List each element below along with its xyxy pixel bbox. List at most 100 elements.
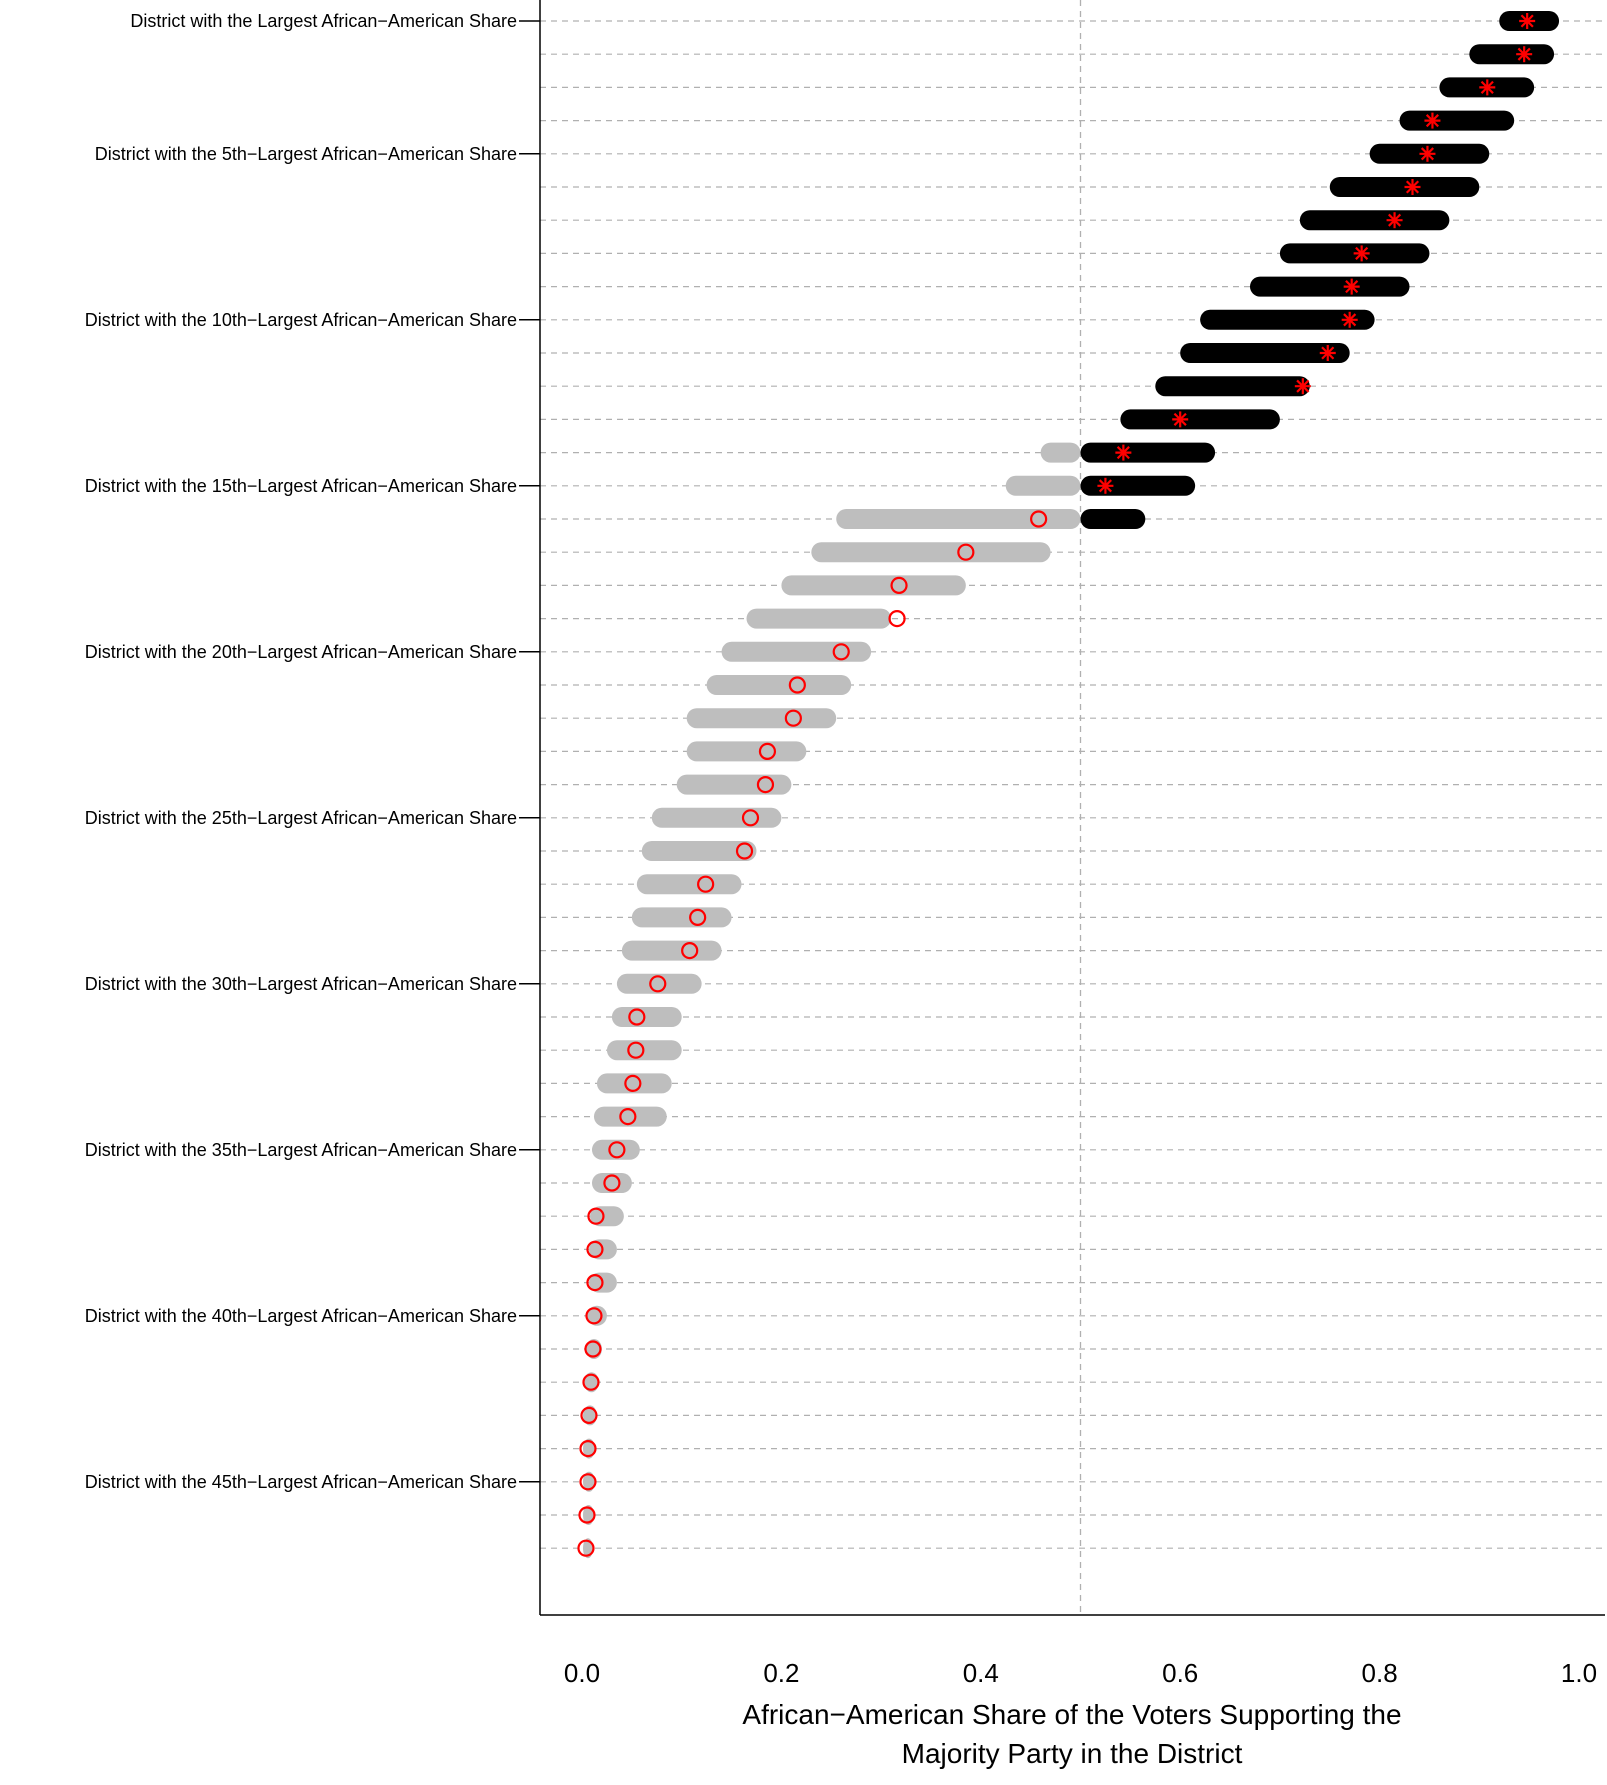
y-tick-label: District with the 10th−Largest African−A… xyxy=(85,310,517,330)
simulation-band-below-half xyxy=(582,1471,595,1492)
estimate-circle xyxy=(586,1240,604,1259)
estimate-circle xyxy=(579,1473,597,1491)
estimate-circle xyxy=(681,941,699,960)
estimate-asterisk xyxy=(1519,13,1536,29)
simulation-band-below-half xyxy=(582,1438,595,1459)
estimate-circle xyxy=(957,543,975,561)
simulation-band-below-half xyxy=(686,741,807,762)
estimate-circle xyxy=(890,576,908,595)
simulation-band-below-half xyxy=(746,608,892,629)
estimate-circle xyxy=(608,1141,626,1159)
estimate-circle xyxy=(649,975,667,993)
estimate-asterisk xyxy=(1172,411,1189,428)
x-tick-label: 0.0 xyxy=(564,1658,600,1688)
estimate-circle xyxy=(627,1041,645,1059)
simulation-band-below-half xyxy=(706,675,852,695)
simulation-band-above-half xyxy=(1399,110,1515,131)
y-tick-label: District with the 40th−Largest African−A… xyxy=(85,1306,517,1326)
simulation-band-below-half xyxy=(781,575,966,596)
estimate-asterisk xyxy=(1097,477,1114,494)
simulation-band-above-half xyxy=(1469,44,1555,65)
estimate-circle xyxy=(756,775,775,794)
estimate-circle xyxy=(697,875,715,893)
x-axis-label-line-1: African−American Share of the Voters Sup… xyxy=(742,1699,1401,1730)
x-tick-label: 0.2 xyxy=(763,1658,799,1688)
estimate-circle xyxy=(788,676,806,694)
estimate-asterisk xyxy=(1516,46,1533,63)
estimate-asterisk xyxy=(1343,278,1360,295)
simulation-band-below-half xyxy=(1040,442,1081,463)
estimate-circle xyxy=(1030,510,1048,528)
y-tick-label: District with the 35th−Largest African−A… xyxy=(85,1140,517,1160)
estimate-circle xyxy=(578,1506,596,1524)
simulation-band-above-half xyxy=(1249,276,1410,297)
simulation-band-above-half xyxy=(1155,376,1310,397)
simulation-band-below-half xyxy=(611,1007,682,1027)
x-axis-label-line-2: Majority Party in the District xyxy=(902,1738,1243,1769)
simulation-band-below-half xyxy=(836,509,1081,529)
estimate-asterisk xyxy=(1404,179,1421,195)
estimate-circle xyxy=(585,1307,603,1325)
x-tick-label: 0.4 xyxy=(963,1658,999,1688)
estimate-circle xyxy=(784,709,802,727)
simulation-band-below-half xyxy=(641,841,757,861)
simulation-band-below-half xyxy=(651,807,782,828)
simulation-band-above-half xyxy=(1299,210,1450,231)
y-axis-labels: District with the Largest African−Americ… xyxy=(85,11,540,1492)
simulation-band-below-half xyxy=(596,1073,672,1094)
y-tick-label: District with the 30th−Largest African−A… xyxy=(85,974,517,994)
estimate-circle xyxy=(735,842,754,860)
estimate-asterisk xyxy=(1294,378,1311,395)
estimate-circle xyxy=(577,1539,595,1557)
simulation-band-below-half xyxy=(586,1305,607,1326)
estimate-circle xyxy=(582,1373,600,1391)
estimate-circle xyxy=(603,1174,621,1192)
y-tick-label: District with the 45th−Largest African−A… xyxy=(85,1472,517,1492)
simulation-band-below-half xyxy=(589,1206,624,1227)
estimate-circle xyxy=(580,1406,598,1425)
estimate-asterisk xyxy=(1424,112,1441,129)
simulation-band-below-half xyxy=(591,1139,640,1160)
simulation-band-below-half xyxy=(676,774,792,795)
estimate-asterisk xyxy=(1115,444,1132,461)
simulation-band-below-half xyxy=(721,641,872,662)
simulation-band-below-half xyxy=(1005,475,1081,496)
estimate-circle xyxy=(888,609,906,628)
estimate-circle xyxy=(619,1107,637,1126)
simulation-band-below-half xyxy=(811,542,1051,563)
estimate-circle xyxy=(579,1439,597,1458)
y-tick-label: District with the 20th−Largest African−A… xyxy=(85,642,517,662)
estimate-asterisk xyxy=(1479,79,1496,96)
estimate-circle xyxy=(628,1008,646,1026)
estimate-circle xyxy=(689,908,707,927)
y-tick-label: District with the 25th−Largest African−A… xyxy=(85,808,517,828)
simulation-band-above-half xyxy=(1120,409,1280,430)
estimate-circle xyxy=(741,809,760,827)
simulation-band-below-half xyxy=(616,973,702,994)
x-tick-label: 0.8 xyxy=(1362,1658,1398,1688)
simulation-band-above-half xyxy=(1080,509,1146,529)
y-tick-label: District with the 5th−Largest African−Am… xyxy=(95,144,517,164)
estimate-circle xyxy=(624,1074,642,1093)
simulation-band-below-half xyxy=(631,907,732,928)
estimate-circle xyxy=(586,1273,604,1292)
simulation-band-above-half xyxy=(1180,343,1350,363)
x-tick-label: 0.6 xyxy=(1162,1658,1198,1688)
simulation-band-below-half xyxy=(636,874,742,895)
simulation-band-below-half xyxy=(621,940,722,961)
estimate-circle xyxy=(758,742,777,761)
simulation-band-below-half xyxy=(591,1173,632,1193)
x-tick-label: 1.0 xyxy=(1561,1658,1597,1688)
simulation-band-below-half xyxy=(593,1106,667,1127)
estimate-asterisk xyxy=(1419,145,1436,162)
point-estimates xyxy=(577,13,1536,1557)
estimate-circle xyxy=(832,643,850,661)
simulation-band-above-half xyxy=(1200,309,1375,330)
estimate-circle xyxy=(584,1340,602,1358)
estimate-asterisk xyxy=(1319,345,1336,361)
x-axis-ticks: 0.0 0.2 0.4 0.6 0.8 1.0 xyxy=(564,1658,1597,1688)
estimate-asterisk xyxy=(1341,311,1358,328)
estimate-asterisk xyxy=(1386,212,1403,229)
simulation-band-above-half xyxy=(1080,442,1216,463)
